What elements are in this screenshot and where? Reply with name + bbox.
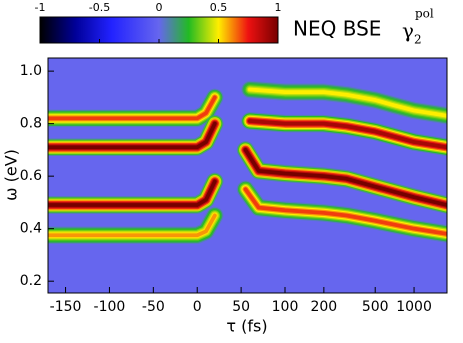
x-tick-label: -150 <box>50 299 82 315</box>
x-tick-label: -50 <box>142 299 165 315</box>
x-tick-label: 0 <box>193 299 202 315</box>
title-superscript: pol <box>415 7 434 21</box>
y-tick-label: 0.8 <box>20 116 42 132</box>
plot-frame <box>47 57 448 294</box>
band <box>248 87 447 118</box>
colorbar-tick-label: -1 <box>35 1 46 14</box>
x-tick-label: 500 <box>362 299 389 315</box>
band <box>48 213 217 238</box>
x-tick-label: 50 <box>232 299 250 315</box>
band <box>48 179 217 207</box>
bands <box>48 80 447 244</box>
x-tick-label: 200 <box>310 299 337 315</box>
colorbar-tick-label: -0.5 <box>89 1 110 14</box>
band <box>248 119 447 150</box>
x-tick-label: -100 <box>94 299 126 315</box>
band <box>243 148 447 207</box>
colorbar <box>39 16 279 44</box>
y-tick-label: 0.4 <box>20 221 42 237</box>
title-subscript: 2 <box>414 33 422 47</box>
colorbar-tick-label: 0 <box>156 1 163 14</box>
band <box>48 121 217 150</box>
band <box>48 95 217 121</box>
x-tick-label: 1000 <box>396 299 432 315</box>
band <box>243 187 447 236</box>
y-tick-label: 0.2 <box>20 273 42 289</box>
colorbar-tick-label: 0.5 <box>210 1 228 14</box>
colorbar-tick-label: 1 <box>275 1 282 14</box>
y-tick-label: 1.0 <box>20 63 42 79</box>
y-axis-label: ω (eV) <box>2 149 21 201</box>
y-tick-label: 0.6 <box>20 168 42 184</box>
x-axis-label: τ (fs) <box>226 317 267 336</box>
title-symbol: γ <box>402 19 414 43</box>
chart-title: NEQ BSE <box>293 17 381 41</box>
x-tick-label: 100 <box>272 299 299 315</box>
